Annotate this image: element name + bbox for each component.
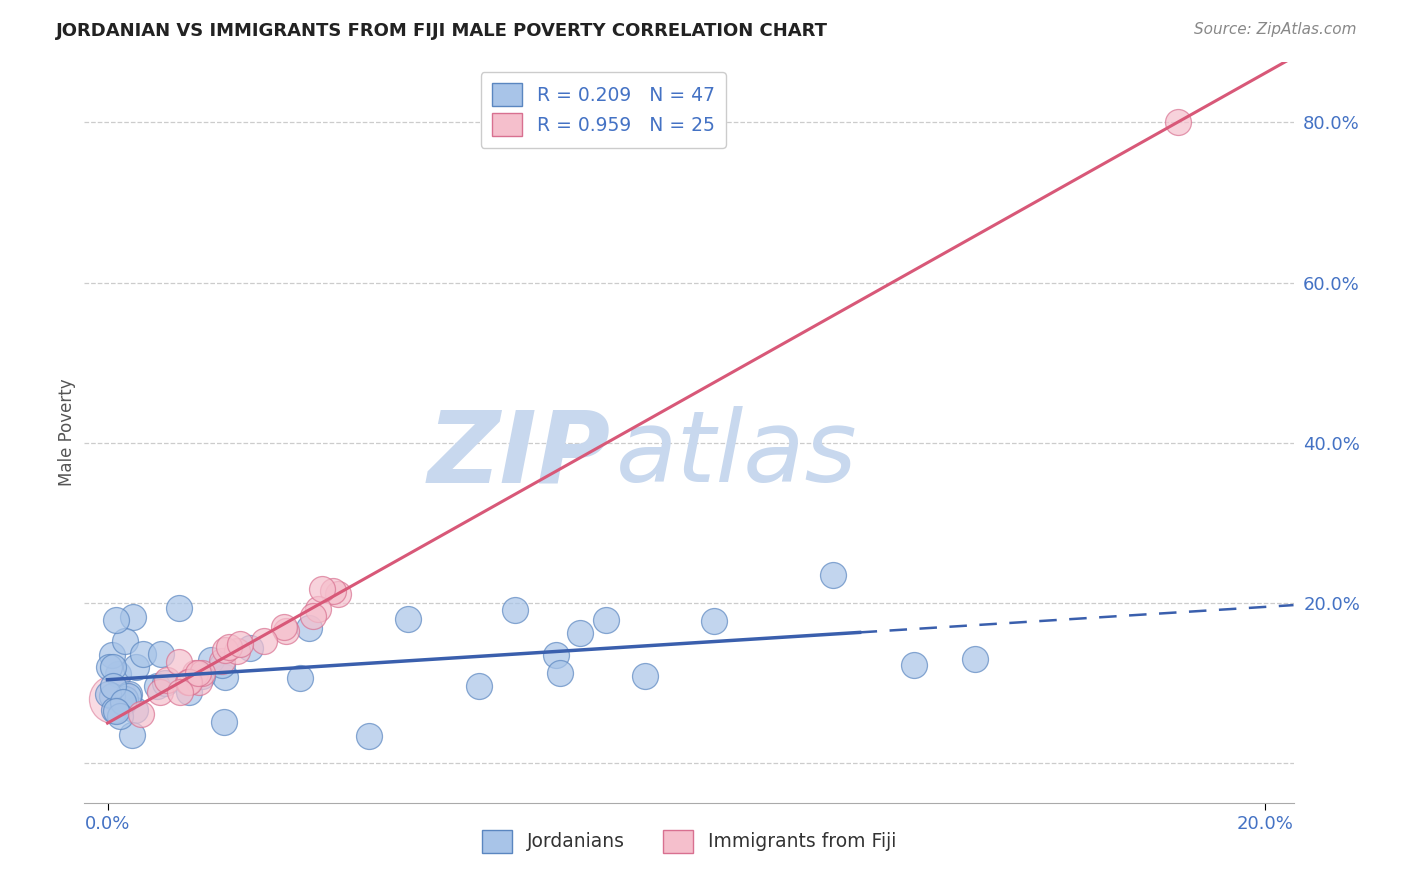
Point <box>187 665 209 680</box>
Point <box>98 659 121 673</box>
Point <box>703 614 725 628</box>
Point <box>121 610 143 624</box>
Point <box>298 621 321 635</box>
Point <box>150 648 173 662</box>
Point <box>396 612 419 626</box>
Point <box>156 673 179 687</box>
Point <box>184 665 207 680</box>
Point <box>114 634 136 648</box>
Point <box>155 676 177 690</box>
Legend: Jordanians, Immigrants from Fiji: Jordanians, Immigrants from Fiji <box>474 822 904 860</box>
Point <box>179 684 201 698</box>
Point <box>97 687 120 701</box>
Point <box>903 657 925 672</box>
Point <box>823 568 845 582</box>
Y-axis label: Male Poverty: Male Poverty <box>58 379 76 486</box>
Point <box>200 653 222 667</box>
Point <box>103 703 125 717</box>
Point <box>101 689 124 703</box>
Point <box>149 685 172 699</box>
Point <box>118 687 141 701</box>
Point <box>214 670 236 684</box>
Point <box>239 640 262 655</box>
Point <box>101 680 124 694</box>
Point <box>167 655 190 669</box>
Point <box>191 665 214 680</box>
Text: ZIP: ZIP <box>427 407 610 503</box>
Point <box>214 643 236 657</box>
Point <box>176 674 198 689</box>
Point <box>108 708 131 723</box>
Point <box>132 647 155 661</box>
Point <box>634 669 657 683</box>
Point <box>211 654 233 668</box>
Point <box>111 695 134 709</box>
Point <box>569 626 592 640</box>
Point <box>107 667 129 681</box>
Point <box>276 624 298 639</box>
Point <box>503 603 526 617</box>
Point <box>191 669 214 683</box>
Point <box>544 648 567 662</box>
Point <box>167 600 190 615</box>
Point <box>963 652 986 666</box>
Point <box>311 582 333 596</box>
Point <box>307 602 329 616</box>
Point <box>229 637 252 651</box>
Text: atlas: atlas <box>616 407 858 503</box>
Point <box>214 715 236 730</box>
Point <box>359 729 381 743</box>
Point <box>188 675 211 690</box>
Point <box>211 657 233 672</box>
Point <box>550 666 572 681</box>
Point <box>104 704 127 718</box>
Point <box>101 648 124 662</box>
Point <box>177 674 200 689</box>
Point <box>121 728 143 742</box>
Point <box>101 659 124 673</box>
Text: JORDANIAN VS IMMIGRANTS FROM FIJI MALE POVERTY CORRELATION CHART: JORDANIAN VS IMMIGRANTS FROM FIJI MALE P… <box>56 22 828 40</box>
Point <box>124 660 146 674</box>
Point <box>103 691 125 706</box>
Point <box>468 680 491 694</box>
Point <box>105 613 128 627</box>
Point <box>322 583 344 598</box>
Point <box>302 608 325 623</box>
Point <box>124 704 146 718</box>
Point <box>226 644 249 658</box>
Point <box>169 684 191 698</box>
Point <box>114 692 136 706</box>
Point <box>252 633 274 648</box>
Point <box>326 587 349 601</box>
Text: Source: ZipAtlas.com: Source: ZipAtlas.com <box>1194 22 1357 37</box>
Point <box>273 620 295 634</box>
Point <box>145 679 167 693</box>
Point <box>218 640 240 655</box>
Point <box>595 613 617 627</box>
Point <box>117 689 139 703</box>
Point <box>129 707 152 722</box>
Point <box>288 671 311 685</box>
Point <box>1167 115 1189 129</box>
